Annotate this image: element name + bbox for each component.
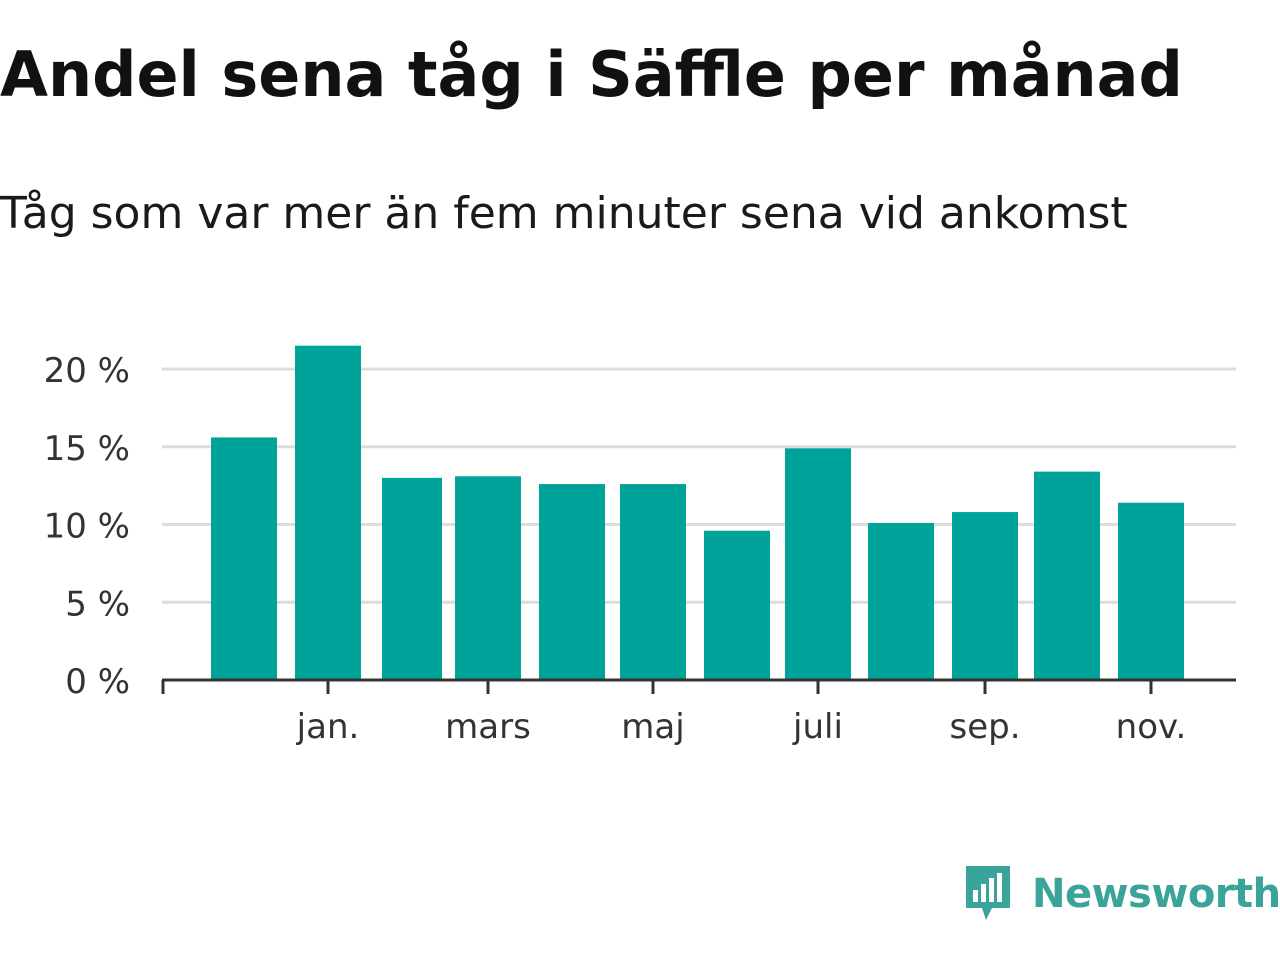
- x-axis: [161, 678, 1236, 694]
- x-axis-labels: jan. mars maj juli sep. nov.: [296, 707, 1187, 747]
- x-tick-label: jan.: [296, 707, 360, 747]
- y-tick-label: 0 %: [65, 662, 130, 702]
- chart-subtitle: Tåg som var mer än fem minuter sena vid …: [0, 188, 1128, 239]
- x-tick-label: sep.: [949, 707, 1020, 747]
- y-tick-label: 15 %: [44, 429, 130, 469]
- x-tick-label: juli: [792, 707, 843, 747]
- bars: [211, 345, 1184, 680]
- newsworthy-chart-bubble-icon: [962, 862, 1014, 926]
- y-tick-label: 5 %: [65, 584, 130, 624]
- bar: [539, 484, 605, 680]
- x-tick-label: nov.: [1116, 707, 1187, 747]
- bar: [704, 530, 770, 680]
- bar: [868, 522, 934, 680]
- bar: [952, 512, 1018, 680]
- bar: [1034, 471, 1100, 680]
- y-tick-label: 20 %: [44, 351, 130, 391]
- chart-title: Andel sena tåg i Säffle per månad: [0, 38, 1183, 111]
- newsworthy-logo: Newsworthy: [962, 862, 1280, 926]
- y-axis-labels: 0 % 5 % 10 % 15 % 20 %: [44, 351, 130, 702]
- bar: [455, 476, 521, 680]
- newsworthy-logo-text: Newsworthy: [1032, 871, 1280, 917]
- bar: [785, 448, 851, 680]
- bar: [295, 345, 361, 680]
- bar: [382, 477, 442, 680]
- bar: [1118, 502, 1184, 680]
- y-tick-label: 10 %: [44, 507, 130, 547]
- bar: [211, 437, 277, 680]
- x-tick-label: mars: [445, 707, 531, 747]
- bar: [620, 484, 686, 680]
- x-tick-label: maj: [621, 707, 684, 747]
